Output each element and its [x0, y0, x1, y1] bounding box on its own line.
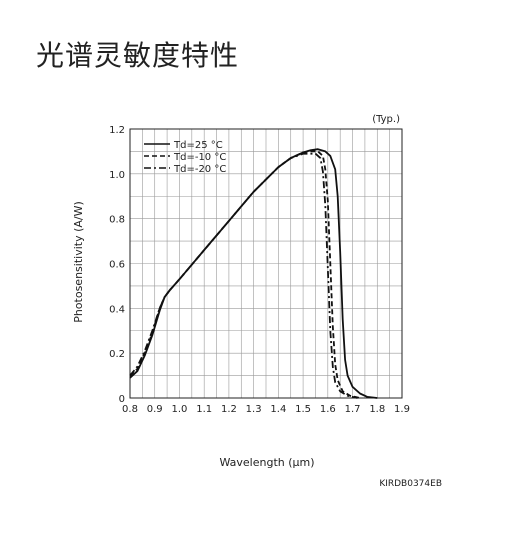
x-tick-label: 0.9 [147, 404, 163, 415]
x-tick-label: 1.8 [369, 404, 385, 415]
figure-code: KIRDB0374EB [379, 479, 442, 489]
x-tick-label: 1.4 [270, 404, 286, 415]
x-tick-label: 1.5 [295, 404, 311, 415]
series-line-2 [129, 150, 361, 399]
series-line-3 [129, 152, 358, 399]
chart-series [129, 148, 378, 399]
legend-label-2: Td=-10 °C [173, 152, 226, 163]
y-tick-label: 0.4 [109, 304, 125, 315]
x-tick-label: 1.1 [196, 404, 212, 415]
typ-annotation: (Typ.) [372, 114, 400, 125]
y-tick-label: 0 [119, 394, 125, 405]
x-tick-label: 0.8 [122, 404, 138, 415]
x-tick-label: 1.0 [172, 404, 188, 415]
page-title: 光谱灵敏度特性 [36, 39, 240, 72]
y-axis-label: Photosensitivity (A/W) [72, 201, 85, 323]
x-tick-label: 1.9 [394, 404, 410, 415]
y-tick-label: 0.6 [109, 260, 125, 271]
legend-label-1: Td=25 °C [173, 140, 223, 151]
x-tick-label: 1.7 [345, 404, 361, 415]
y-tick-label: 0.2 [109, 349, 125, 360]
x-axis-label: Wavelength (μm) [219, 456, 314, 469]
y-tick-label: 1.2 [109, 125, 125, 136]
x-tick-label: 1.3 [246, 404, 262, 415]
x-tick-label: 1.2 [221, 404, 237, 415]
chart-grid [129, 128, 403, 399]
plot-frame [129, 128, 403, 399]
chart-legend: Td=25 °CTd=-10 °CTd=-20 °C [144, 140, 226, 175]
legend-label-3: Td=-20 °C [173, 164, 226, 175]
y-tick-label: 1.0 [109, 170, 125, 181]
chart-ticks: 0.8 0.9 1.0 1.1 1.2 1.3 1.4 1.5 1.6 1.7 1.8 1.9 0 0.2… [109, 125, 410, 415]
y-tick-label: 0.8 [109, 215, 125, 226]
x-tick-label: 1.6 [320, 404, 336, 415]
